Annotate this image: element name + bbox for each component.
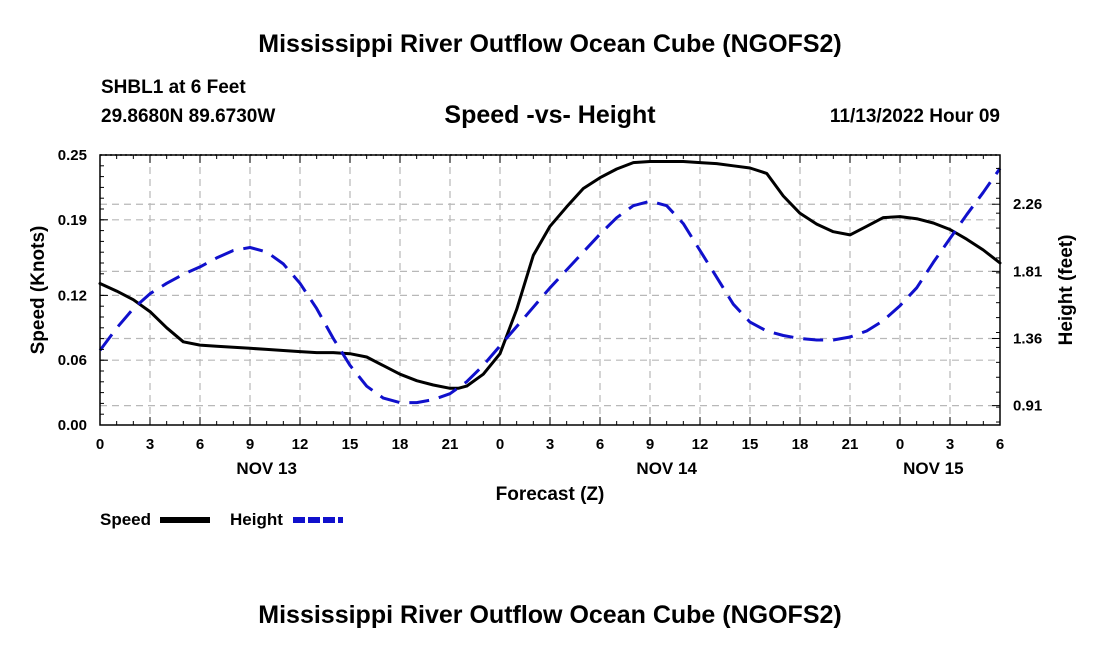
y-tick-label: 0.00 — [58, 417, 87, 434]
legend-label-height: Height — [230, 510, 283, 529]
series-layer — [98, 160, 1002, 405]
x-tick-label: 21 — [442, 436, 459, 453]
y-tick-label: 0.06 — [58, 352, 87, 369]
x-tick-label: 3 — [546, 436, 554, 453]
x-tick-label: 21 — [842, 436, 859, 453]
y-axis-title: Speed (Knots) — [28, 226, 49, 355]
y-tick-label: 0.25 — [58, 147, 87, 164]
x-tick-label: 3 — [946, 436, 954, 453]
date-label: NOV 14 — [636, 459, 697, 478]
x-tick-label: 9 — [246, 436, 254, 453]
y2-axis-title: Height (feet) — [1056, 235, 1077, 346]
x-axis-title: Forecast (Z) — [496, 484, 605, 505]
height-series-line — [98, 167, 1002, 405]
x-tick-label: 12 — [292, 436, 309, 453]
axis-layer — [99, 154, 1001, 426]
label-layer: 0 3 6 9 12 15 18 21 0 3 6 9 12 15 18 21 0 3 6 NOV 13 NOV 14 N… — [28, 147, 1077, 505]
page-title: Mississippi River Outflow Ocean Cube (NG… — [258, 30, 842, 58]
y-tick-label: 0.19 — [58, 212, 87, 229]
y2-tick-label: 1.36 — [1013, 330, 1042, 347]
x-tick-label: 12 — [692, 436, 709, 453]
x-tick-label: 6 — [996, 436, 1004, 453]
run-time-label: 11/13/2022 Hour 09 — [829, 106, 1000, 127]
x-tick-label: 3 — [146, 436, 154, 453]
legend-layer: Speed Height — [100, 510, 343, 529]
y2-tick-label: 1.81 — [1013, 263, 1042, 280]
y-tick-label: 0.12 — [58, 287, 87, 304]
x-tick-label: 15 — [342, 436, 359, 453]
legend-label-speed: Speed — [100, 510, 151, 529]
chart-heading: Speed -vs- Height — [444, 101, 656, 129]
x-tick-label: 9 — [646, 436, 654, 453]
speed-series-line — [98, 160, 1002, 390]
y2-tick-label: 0.91 — [1013, 398, 1042, 415]
x-tick-label: 0 — [496, 436, 504, 453]
x-tick-label: 0 — [96, 436, 104, 453]
x-tick-label: 6 — [196, 436, 204, 453]
station-label: SHBL1 at 6 Feet — [101, 77, 246, 98]
x-tick-label: 18 — [392, 436, 409, 453]
y2-tick-label: 2.26 — [1013, 196, 1042, 213]
x-tick-label: 6 — [596, 436, 604, 453]
x-tick-label: 18 — [792, 436, 809, 453]
station-coordinates: 29.8680N 89.6730W — [101, 106, 276, 127]
date-label: NOV 15 — [903, 459, 963, 478]
date-label: NOV 13 — [236, 459, 296, 478]
x-tick-label: 15 — [742, 436, 759, 453]
x-tick-label: 0 — [896, 436, 904, 453]
footer-title: Mississippi River Outflow Ocean Cube (NG… — [258, 601, 842, 629]
